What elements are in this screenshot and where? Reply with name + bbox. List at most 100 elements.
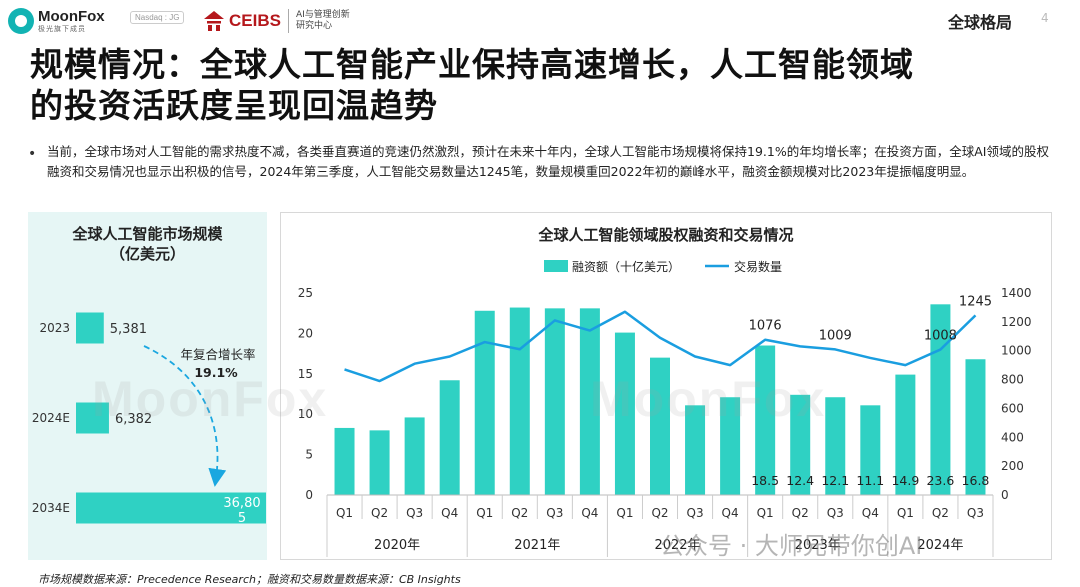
funding-bar [579, 308, 600, 495]
legend-swatch-funding [544, 260, 568, 272]
brand-name: MoonFox [38, 8, 105, 25]
quarter-label: Q2 [932, 506, 949, 520]
divider [287, 9, 289, 33]
market-size-bar [76, 402, 109, 434]
cagr-label: 年复合增长率 [180, 347, 255, 362]
year-label: 2021年 [514, 538, 560, 553]
quarter-label: Q3 [827, 506, 844, 520]
legend-label-funding: 融资额（十亿美元） [572, 259, 680, 274]
market-size-title-line1: 全球人工智能市场规模 [72, 225, 223, 243]
investment-chart-title: 全球人工智能领域股权融资和交易情况 [537, 226, 793, 244]
funding-bar [439, 380, 460, 495]
partner-sub-line1: AI与管理创新 [295, 9, 350, 20]
market-value-label: 6,382 [115, 412, 152, 427]
left-axis-tick: 25 [298, 286, 313, 300]
quarter-label: Q3 [967, 506, 984, 520]
funding-bar [965, 359, 986, 495]
moonfox-logo[interactable]: MoonFox 极光旗下成员 [8, 8, 105, 34]
bullet-dot: • [28, 146, 37, 162]
market-size-title: 全球人工智能市场规模 （亿美元） [28, 224, 267, 264]
funding-bar [860, 405, 881, 495]
ceibs-emblem-icon [204, 11, 224, 31]
right-axis-tick: 0 [1001, 488, 1009, 502]
year-label: 2020年 [374, 538, 420, 553]
funding-value-label: 18.5 [751, 473, 779, 488]
funding-bar [404, 417, 425, 495]
funding-bar [895, 374, 916, 495]
funding-bar [509, 307, 530, 495]
section-tag: 全球格局 [948, 13, 1013, 32]
left-axis-tick: 10 [298, 407, 313, 421]
right-axis-tick: 400 [1001, 430, 1024, 444]
deal-count-label: 1076 [749, 319, 782, 334]
year-label: 2022年 [654, 538, 700, 553]
investment-panel: 全球人工智能领域股权融资和交易情况融资额（十亿美元） 交易数量 0 5 10 15 20 25… [280, 212, 1052, 560]
market-size-panel: 全球人工智能市场规模 （亿美元） 2023 5,381 2024E 6,382 2034… [28, 212, 267, 560]
funding-value-label: 12.1 [821, 473, 849, 488]
funding-bar [369, 430, 390, 495]
funding-value-label: 12.4 [786, 473, 814, 488]
quarter-label: Q2 [792, 506, 809, 520]
page-number: 4 [1041, 11, 1049, 25]
cagr-value: 19.1% [194, 365, 238, 380]
funding-bar [544, 308, 565, 495]
year-label: 2023年 [795, 538, 841, 553]
market-category-label: 2023 [39, 321, 70, 335]
right-axis-tick: 800 [1001, 373, 1024, 387]
right-axis-tick: 1000 [1001, 344, 1032, 358]
quarter-label: Q3 [687, 506, 704, 520]
funding-bar [474, 310, 495, 495]
year-label: 2024年 [917, 538, 963, 553]
funding-value-label: 23.6 [926, 473, 954, 488]
source-note: 市场规模数据来源：Precedence Research；融资和交易数量数据来源… [38, 573, 461, 586]
ceibs-logo[interactable]: CEIBS AI与管理创新 研究中心 [202, 9, 350, 33]
legend-label-deals: 交易数量 [734, 259, 782, 274]
quarter-label: Q4 [581, 506, 598, 520]
quarter-label: Q4 [862, 506, 879, 520]
quarter-label: Q1 [616, 506, 633, 520]
funding-bar [720, 397, 741, 495]
summary-paragraph: 当前，全球市场对人工智能的需求热度不减，各类垂直赛道的竞速仍然激烈，预计在未来十… [47, 144, 1049, 179]
market-value-label: 5,381 [110, 322, 147, 337]
market-value-label: 36,80 5 [223, 496, 260, 526]
quarter-label: Q3 [406, 506, 423, 520]
deal-count-label: 1009 [819, 328, 852, 343]
funding-bar [825, 397, 846, 495]
growth-arrow [143, 345, 227, 487]
title-line-2: 的投资活跃度呈现回温趋势 [30, 86, 438, 125]
quarter-label: Q1 [336, 506, 353, 520]
deal-count-line [344, 310, 977, 383]
funding-bar [685, 405, 706, 495]
quarter-label: Q2 [651, 506, 668, 520]
market-category-label: 2034E [32, 501, 70, 515]
ticker-badge: Nasdaq : JG [130, 11, 185, 24]
moonfox-icon [8, 8, 34, 34]
market-size-title-line2: （亿美元） [109, 245, 185, 263]
title-line-1: 规模情况：全球人工智能产业保持高速增长，人工智能领域 [30, 45, 914, 84]
funding-bar [614, 332, 635, 495]
quarter-label: Q4 [722, 506, 739, 520]
right-axis-tick: 600 [1001, 401, 1024, 415]
right-axis-tick: 1200 [1001, 315, 1032, 329]
market-category-label: 2024E [32, 411, 70, 425]
funding-bar [650, 357, 670, 495]
left-axis-tick: 15 [298, 367, 313, 381]
left-axis-tick: 20 [298, 326, 313, 340]
partner-name: CEIBS [229, 11, 281, 30]
funding-bar [755, 345, 776, 495]
funding-value-label: 14.9 [891, 473, 919, 488]
quarter-label: Q1 [476, 506, 493, 520]
quarter-label: Q2 [371, 506, 388, 520]
right-axis-tick: 1400 [1001, 286, 1032, 300]
brand-subtitle: 极光旗下成员 [38, 25, 86, 33]
quarter-label: Q1 [897, 506, 914, 520]
quarter-label: Q4 [441, 506, 458, 520]
quarter-label: Q2 [511, 506, 528, 520]
market-size-bar [76, 312, 104, 344]
quarter-label: Q1 [757, 506, 774, 520]
funding-bar [790, 394, 811, 495]
left-axis-tick: 0 [305, 488, 313, 502]
left-axis-tick: 5 [305, 448, 313, 462]
partner-sub-line2: 研究中心 [295, 21, 332, 31]
funding-bar [334, 427, 355, 495]
